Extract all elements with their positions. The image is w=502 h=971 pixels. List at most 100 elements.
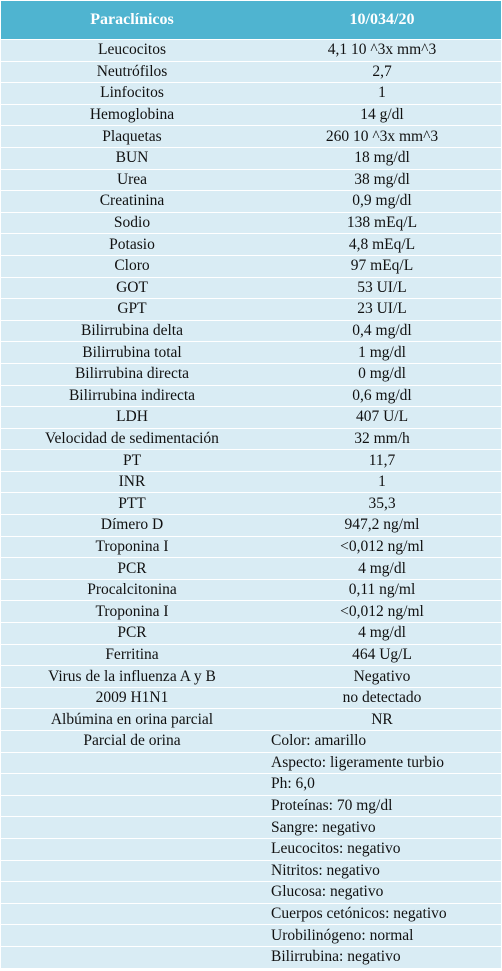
empty-cell [1, 751, 263, 774]
row: Sangre: negativo [1, 816, 501, 839]
test-value: 0,11 ng/ml [263, 578, 501, 601]
test-name: Leucocitos [1, 39, 263, 62]
test-name: Bilirrubina total [1, 341, 263, 364]
test-name: Plaquetas [1, 125, 263, 148]
test-name: Hemoglobina [1, 103, 263, 126]
row: PCR 4 mg/dl [1, 557, 501, 580]
row: Troponina I <0,012 ng/ml [1, 600, 501, 623]
test-value: 4,8 mEq/L [263, 233, 501, 256]
test-value: 11,7 [263, 449, 501, 472]
test-name: Urea [1, 168, 263, 191]
test-value: Leucocitos: negativo [263, 837, 501, 861]
test-value: 35,3 [263, 492, 501, 515]
test-name: 2009 H1N1 [1, 686, 263, 709]
test-name: INR [1, 470, 263, 493]
test-value: 1 [263, 470, 501, 493]
test-value: Urobilinógeno: normal [263, 924, 501, 947]
test-name: LDH [1, 406, 263, 429]
row: Linfocitos 1 [1, 82, 501, 105]
row: Parcial de orina Color: amarillo [1, 730, 501, 753]
test-value: 0,4 mg/dl [263, 319, 501, 342]
header-row: Paraclínicos 10/034/20 [1, 1, 501, 40]
test-value: Proteínas: 70 mg/dl [263, 794, 501, 817]
test-name: Dímero D [1, 514, 263, 537]
row: Urea 38 mg/dl [1, 168, 501, 191]
test-value: 14 g/dl [263, 103, 501, 126]
row: PT 11,7 [1, 449, 501, 472]
row: GPT 23 UI/L [1, 298, 501, 321]
test-name: Parcial de orina [1, 730, 263, 753]
row: 2009 H1N1 no detectado [1, 686, 501, 709]
test-value: no detectado [263, 686, 501, 709]
test-value: Aspecto: ligeramente turbio [263, 751, 501, 774]
test-name: Potasio [1, 233, 263, 256]
test-value: 53 UI/L [263, 276, 501, 299]
test-name: Bilirrubina delta [1, 319, 263, 342]
row: Aspecto: ligeramente turbio [1, 751, 501, 774]
table-body: Leucocitos 4,1 10 ^3x mm^3 Neutrófilos 2,7 L… [1, 39, 501, 968]
empty-cell [1, 837, 263, 861]
test-value: Cuerpos cetónicos: negativo [263, 902, 501, 925]
test-name: Neutrófilos [1, 60, 263, 83]
test-value: 97 mEq/L [263, 254, 501, 278]
test-value: 260 10 ^3x mm^3 [263, 125, 501, 148]
test-value: 0,6 mg/dl [263, 384, 501, 407]
header-cell: 10/034/20 [263, 1, 501, 40]
test-name: Cloro [1, 254, 263, 278]
test-name: PCR [1, 557, 263, 580]
row: Ph: 6,0 [1, 773, 501, 796]
row: Cuerpos cetónicos: negativo [1, 902, 501, 925]
row: LDH 407 U/L [1, 406, 501, 429]
test-name: Albúmina en orina parcial [1, 708, 263, 731]
row: Ferritina 464 Ug/L [1, 643, 501, 666]
test-value: Color: amarillo [263, 730, 501, 753]
test-value: <0,012 ng/ml [263, 600, 501, 623]
row: BUN 18 mg/dl [1, 146, 501, 170]
row: Bilirrubina indirecta 0,6 mg/dl [1, 384, 501, 407]
row: Bilirrubina directa 0 mg/dl [1, 362, 501, 385]
row: Cloro 97 mEq/L [1, 254, 501, 278]
test-name: PTT [1, 492, 263, 515]
test-value: Bilirrubina: negativo [263, 945, 501, 968]
empty-cell [1, 945, 263, 968]
test-value: Negativo [263, 665, 501, 688]
row: Bilirrubina delta 0,4 mg/dl [1, 319, 501, 342]
header-cell: Paraclínicos [1, 1, 263, 40]
row: INR 1 [1, 470, 501, 493]
empty-cell [1, 924, 263, 947]
row: Bilirrubina total 1 mg/dl [1, 341, 501, 364]
test-name: Velocidad de sedimentación [1, 427, 263, 450]
test-name: GOT [1, 276, 263, 299]
row: Creatinina 0,9 mg/dl [1, 190, 501, 213]
test-name: PCR [1, 622, 263, 645]
row: Neutrófilos 2,7 [1, 60, 501, 83]
test-name: Linfocitos [1, 82, 263, 105]
empty-cell [1, 816, 263, 839]
row: Urobilinógeno: normal [1, 924, 501, 947]
empty-cell [1, 773, 263, 796]
test-value: Ph: 6,0 [263, 773, 501, 796]
test-value: 38 mg/dl [263, 168, 501, 191]
row: Velocidad de sedimentación 32 mm/h [1, 427, 501, 450]
test-value: 23 UI/L [263, 298, 501, 321]
row: Plaquetas 260 10 ^3x mm^3 [1, 125, 501, 148]
test-value: 138 mEq/L [263, 211, 501, 234]
row: Bilirrubina: negativo [1, 945, 501, 968]
test-name: Creatinina [1, 190, 263, 213]
row: Proteínas: 70 mg/dl [1, 794, 501, 817]
row: Leucocitos: negativo [1, 837, 501, 861]
test-value: 4 mg/dl [263, 622, 501, 645]
test-name: Sodio [1, 211, 263, 234]
test-value: Sangre: negativo [263, 816, 501, 839]
test-value: 18 mg/dl [263, 146, 501, 170]
test-value: 4,1 10 ^3x mm^3 [263, 39, 501, 62]
test-value: 1 [263, 82, 501, 105]
test-name: Bilirrubina indirecta [1, 384, 263, 407]
row: Troponina I <0,012 ng/ml [1, 535, 501, 558]
test-value: <0,012 ng/ml [263, 535, 501, 558]
test-name: Troponina I [1, 600, 263, 623]
row: Albúmina en orina parcial NR [1, 708, 501, 731]
empty-cell [1, 902, 263, 925]
row: GOT 53 UI/L [1, 276, 501, 299]
